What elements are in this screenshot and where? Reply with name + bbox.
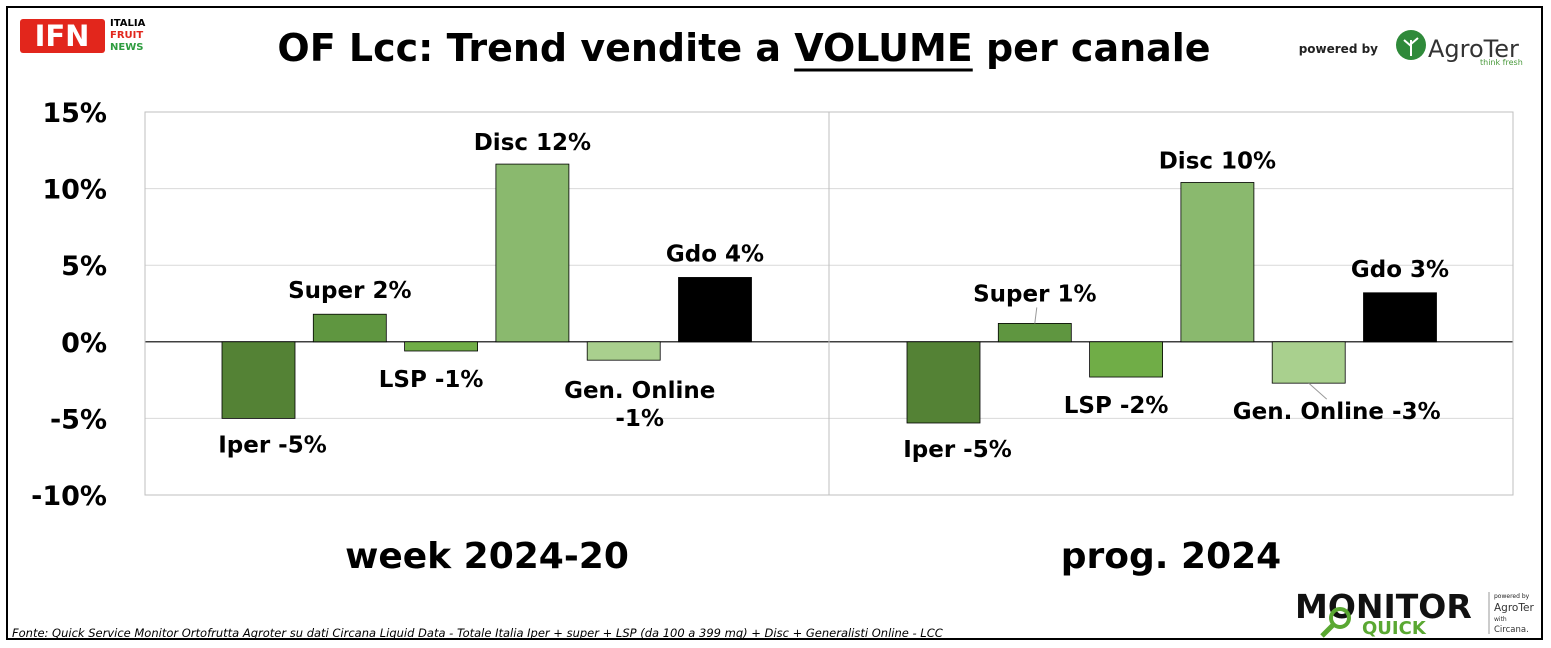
group-label: prog. 2024 (1061, 536, 1281, 577)
magnifier-icon (1329, 607, 1351, 629)
data-label: LSP -2% (1064, 393, 1169, 419)
bar-gdo-g1 (678, 277, 752, 343)
powered-by-small: powered by (1494, 593, 1530, 600)
ifn-sub-line: ITALIA (110, 18, 146, 29)
data-label: Gen. Online -3% (1233, 399, 1441, 425)
title-prefix: OF Lcc: Trend vendite a (277, 26, 794, 70)
circana-small: Circana. (1494, 625, 1529, 635)
bar-super-g2 (997, 323, 1072, 343)
group-label: week 2024-20 (345, 536, 629, 577)
bar-gen-online-g2 (1271, 341, 1346, 384)
agroter-name: AgroTer (1428, 35, 1519, 63)
title-emphasis: VOLUME (794, 26, 973, 70)
data-label: -1% (615, 406, 664, 432)
ifn-logo-badge (20, 19, 105, 53)
data-label: Disc 12% (474, 130, 591, 156)
source-note: Fonte: Quick Service Monitor Ortofrutta … (12, 626, 943, 640)
data-label: Super 1% (973, 281, 1096, 307)
y-tick-label: 10% (42, 175, 107, 206)
data-label: Super 2% (288, 278, 411, 304)
chart-title: OF Lcc: Trend vendite a VOLUME per canal… (277, 26, 1210, 70)
powered-by-label: powered by (1299, 42, 1378, 56)
bar-gen-online-g1 (586, 341, 661, 361)
data-label: LSP -1% (379, 367, 484, 393)
y-tick-label: 5% (61, 251, 107, 282)
agroter-small: AgroTer (1494, 602, 1534, 614)
bar-iper-g1 (221, 341, 296, 419)
data-label: Iper -5% (903, 437, 1012, 463)
ifn-logo-text: IFN (35, 19, 90, 53)
bar-lsp-g1 (404, 341, 479, 352)
y-tick-label: 0% (61, 328, 107, 359)
y-tick-label: 15% (42, 98, 107, 129)
with-small: with (1494, 616, 1507, 623)
bar-super-g1 (312, 313, 387, 343)
y-tick-label: -10% (31, 481, 107, 512)
plot-area: 15% 10% 5% 0% -5% -10% Iper -5% Super 2% LSP -1… (31, 98, 1514, 577)
data-label: Gdo 4% (666, 241, 764, 267)
bar-lsp-g2 (1089, 341, 1163, 378)
bar-iper-g2 (906, 341, 981, 424)
bar-disc-g2 (1180, 182, 1255, 343)
data-labels: Iper -5% Super 2% LSP -1% Disc 12% Gen. Onli… (218, 130, 1449, 463)
leader-line (1034, 307, 1038, 324)
ifn-sub-line: NEWS (110, 42, 143, 53)
data-label: Gdo 3% (1351, 257, 1449, 283)
ifn-sub-line: FRUIT (110, 30, 143, 41)
y-axis: 15% 10% 5% 0% -5% -10% (31, 98, 107, 512)
y-tick-label: -5% (50, 404, 107, 435)
data-label: Iper -5% (218, 432, 327, 458)
quick-text: QUICK (1362, 618, 1427, 639)
agroter-tagline: think fresh (1480, 58, 1523, 67)
monitor-text: MONITOR (1295, 587, 1472, 626)
leader-line (1308, 382, 1328, 400)
monitor-quick-logo: MONITOR QUICK powered by AgroTer with Ci… (1295, 587, 1534, 639)
bars (221, 163, 1437, 424)
agroter-logo: powered by AgroTer think fresh (1299, 30, 1523, 67)
group-labels: week 2024-20 prog. 2024 (345, 536, 1281, 577)
bar-gdo-g2 (1363, 292, 1437, 343)
data-label: Gen. Online (564, 378, 715, 404)
data-label: Disc 10% (1159, 148, 1276, 174)
bar-disc-g1 (495, 163, 570, 343)
title-suffix: per canale (973, 26, 1211, 70)
